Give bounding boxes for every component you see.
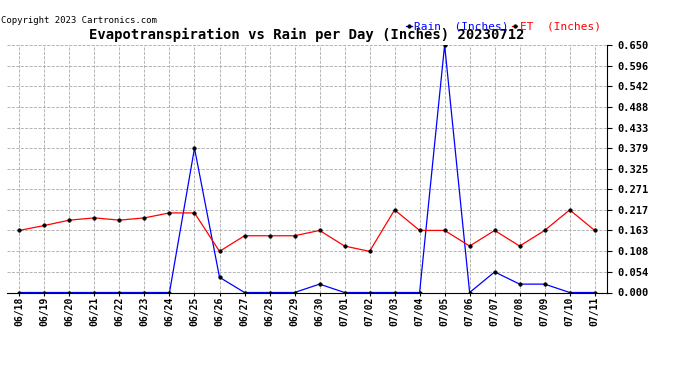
Rain  (Inches): [240, 290, 248, 295]
ET  (Inches): [540, 228, 549, 232]
ET  (Inches): [66, 218, 74, 222]
Legend: Rain  (Inches), ET  (Inches): Rain (Inches), ET (Inches): [405, 21, 602, 33]
ET  (Inches): [515, 244, 524, 248]
Rain  (Inches): [591, 290, 599, 295]
ET  (Inches): [315, 228, 324, 232]
ET  (Inches): [215, 249, 224, 254]
ET  (Inches): [391, 208, 399, 212]
ET  (Inches): [415, 228, 424, 232]
Rain  (Inches): [566, 290, 574, 295]
ET  (Inches): [140, 216, 148, 220]
Rain  (Inches): [140, 290, 148, 295]
ET  (Inches): [491, 228, 499, 232]
ET  (Inches): [266, 234, 274, 238]
Rain  (Inches): [266, 290, 274, 295]
ET  (Inches): [566, 208, 574, 212]
Rain  (Inches): [40, 290, 48, 295]
ET  (Inches): [340, 244, 348, 248]
ET  (Inches): [290, 234, 299, 238]
Rain  (Inches): [415, 290, 424, 295]
Rain  (Inches): [491, 270, 499, 274]
ET  (Inches): [440, 228, 449, 232]
Rain  (Inches): [290, 290, 299, 295]
ET  (Inches): [15, 228, 23, 232]
Rain  (Inches): [340, 290, 348, 295]
Rain  (Inches): [190, 146, 199, 150]
Title: Evapotranspiration vs Rain per Day (Inches) 20230712: Evapotranspiration vs Rain per Day (Inch…: [89, 28, 525, 42]
ET  (Inches): [366, 249, 374, 254]
Rain  (Inches): [391, 290, 399, 295]
ET  (Inches): [466, 244, 474, 248]
Rain  (Inches): [66, 290, 74, 295]
Rain  (Inches): [366, 290, 374, 295]
Rain  (Inches): [115, 290, 124, 295]
ET  (Inches): [90, 216, 99, 220]
ET  (Inches): [115, 218, 124, 222]
Rain  (Inches): [315, 282, 324, 286]
Rain  (Inches): [215, 275, 224, 279]
Text: Copyright 2023 Cartronics.com: Copyright 2023 Cartronics.com: [1, 16, 157, 25]
ET  (Inches): [591, 228, 599, 232]
ET  (Inches): [40, 223, 48, 228]
Line: ET  (Inches): ET (Inches): [18, 208, 596, 253]
Rain  (Inches): [90, 290, 99, 295]
Rain  (Inches): [15, 290, 23, 295]
Rain  (Inches): [540, 282, 549, 286]
Line: Rain  (Inches): Rain (Inches): [18, 43, 596, 294]
ET  (Inches): [240, 234, 248, 238]
Rain  (Inches): [440, 43, 449, 47]
Rain  (Inches): [166, 290, 174, 295]
ET  (Inches): [190, 211, 199, 215]
ET  (Inches): [166, 211, 174, 215]
Rain  (Inches): [515, 282, 524, 286]
Rain  (Inches): [466, 290, 474, 295]
